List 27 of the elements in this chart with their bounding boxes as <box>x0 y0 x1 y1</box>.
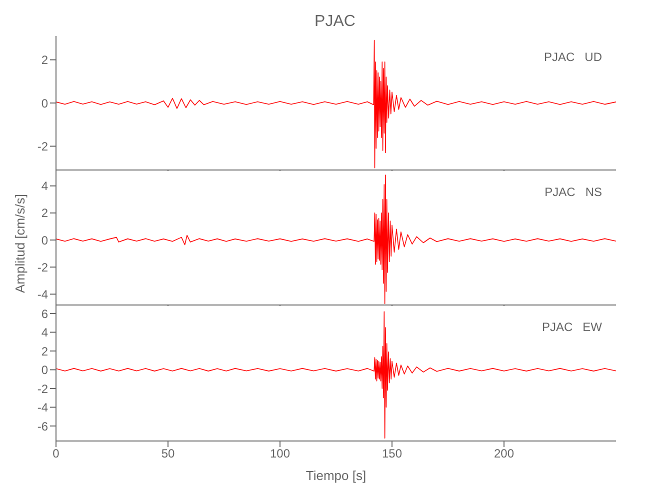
line-series <box>56 311 616 439</box>
y-tick-label: -6 <box>37 419 48 434</box>
y-tick-label: -2 <box>37 139 48 154</box>
y-tick-label: 0 <box>41 233 48 248</box>
annotation: PJAC EW <box>542 320 602 334</box>
x-tick-label: 0 <box>52 446 60 461</box>
y-tick-label: 0 <box>41 96 48 110</box>
annotation: PJAC NS <box>544 185 602 199</box>
x-tick-label: 100 <box>270 446 290 461</box>
y-tick-label: 4 <box>41 179 48 194</box>
y-tick-label: -4 <box>37 287 48 302</box>
y-tick-label: -2 <box>37 260 48 274</box>
y-tick-label: 2 <box>41 206 48 220</box>
x-axis-title: Tiempo [s] <box>304 468 368 483</box>
y-tick-label: 2 <box>41 344 48 358</box>
x-tick-label: 50 <box>161 446 175 461</box>
y-tick-label: 2 <box>41 53 48 68</box>
annotation: PJAC UD <box>544 50 602 64</box>
x-tick-label: 200 <box>494 446 514 461</box>
y-tick-label: 0 <box>41 363 48 378</box>
y-axis-title: Amplitud [cm/s/s] <box>12 194 28 293</box>
chart-title: PJAC <box>314 12 356 32</box>
y-tick-label: -4 <box>37 400 48 415</box>
x-tick-label: 150 <box>382 446 402 461</box>
y-tick-label: 4 <box>41 326 48 340</box>
y-tick-label: -2 <box>37 382 48 396</box>
y-tick-label: 6 <box>41 306 48 321</box>
